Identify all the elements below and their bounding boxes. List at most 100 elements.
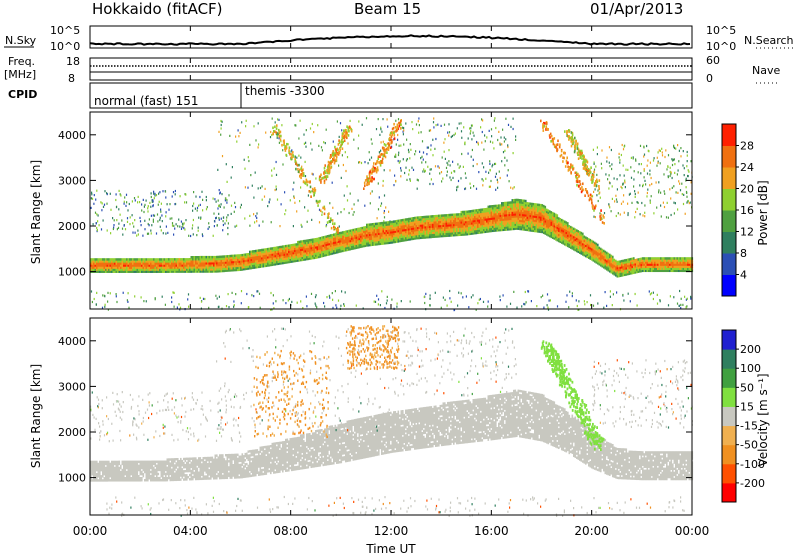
date-title: 01/Apr/2013 (590, 0, 684, 18)
x-tick-label: 12:00 (374, 524, 409, 538)
power-cbar-swatch (722, 210, 736, 232)
x-tick-label: 00:00 (73, 524, 108, 538)
power-panel: 1000 2000 3000 4000 Slant Range [km] (29, 111, 694, 312)
vel-cbar-tick-label: -100 (740, 458, 765, 471)
freq-label-1: Freq. (8, 55, 35, 68)
power-cbar-tick-label: 16 (740, 204, 754, 217)
freq-right-tick-bottom: 0 (706, 72, 713, 85)
power-cbar-swatch (722, 167, 736, 189)
power-y-ticks: 1000 2000 3000 4000 (58, 129, 692, 279)
freq-label-2: [MHz] (4, 68, 36, 81)
freq-panel: Freq. [MHz] 18 8 60 0 Nave (4, 54, 780, 85)
x-tick-label: 16:00 (474, 524, 509, 538)
vel-cbar-swatch (722, 387, 736, 407)
velocity-green-streak (540, 340, 605, 451)
velocity-orange-patch-1 (345, 325, 400, 371)
vel-cbar-tick-label: -50 (740, 439, 758, 452)
power-cbar-swatch (722, 274, 736, 297)
power-cbar-swatch (722, 231, 736, 254)
vel-cbar-tick-label: -15 (740, 420, 758, 433)
nsky-panel: N.Sky 10^5 10^0 10^5 10^0 N.Search (4, 24, 796, 53)
beam-title: Beam 15 (354, 0, 422, 18)
power-yticks-label: 2000 (58, 220, 86, 233)
power-streak-3 (540, 119, 605, 225)
vel-cbar-swatch (722, 368, 736, 388)
power-cbar-tick-label: 20 (740, 183, 754, 196)
power-cbar-swatch (722, 253, 736, 275)
nsky-left-tick-top: 10^5 (50, 24, 80, 37)
vel-cbar-tick-label: -200 (740, 477, 765, 490)
vel-cbar-swatch (722, 463, 736, 484)
power-cbar-tick-label: 4 (740, 269, 747, 282)
cpid-mode-themis: themis -3300 (245, 84, 325, 98)
vel-cbar-tick-label: 15 (740, 400, 754, 413)
power-echo-band-0 (90, 198, 694, 278)
x-tick-label: 00:00 (675, 524, 710, 538)
vel-cbar-tick-label: 50 (740, 381, 754, 394)
velocity-colorbar: -200 -100 -50 -15 15 50 100 200 (721, 329, 765, 503)
x-tick-label: 20:00 (574, 524, 609, 538)
velocity-ylabel: Slant Range [km] (29, 364, 43, 468)
power-streak-4 (564, 129, 601, 191)
power-sparse-region-2 (391, 117, 517, 192)
vel-cbar-swatch (722, 444, 736, 465)
freq-left-tick-bottom: 8 (68, 72, 75, 85)
velocity-data-layer (90, 325, 694, 517)
vel-cbar-swatch (722, 330, 736, 350)
vel-cbar-swatch (722, 406, 736, 427)
nsky-right-label: N.Search (744, 34, 794, 47)
vel-cbar-tick-label: 100 (740, 362, 761, 375)
power-sparse-region-0 (90, 189, 229, 238)
vel-cbar-swatch (722, 482, 736, 503)
power-cbar-swatch (722, 188, 736, 211)
x-tick-label: 08:00 (273, 524, 308, 538)
power-yticks-label: 1000 (58, 266, 86, 279)
nsky-right-tick-bottom: 10^0 (706, 40, 736, 53)
freq-left-tick-top: 18 (66, 55, 80, 68)
vel-yticks-label: 4000 (58, 335, 86, 348)
power-streak-2 (363, 119, 402, 190)
power-sparse-region-3 (591, 143, 693, 219)
power-cbar-tick-label: 28 (740, 140, 754, 153)
power-data-layer (90, 117, 694, 312)
power-ylabel: Slant Range [km] (29, 160, 43, 264)
power-colorbar: 4 8 12 16 20 24 28 (721, 123, 754, 297)
velocity-colorbar-label: Velocity [m s⁻¹] (756, 373, 770, 466)
power-sparse-region-1 (216, 117, 391, 228)
nsky-series (89, 34, 691, 46)
power-cbar-tick-label: 8 (740, 247, 747, 260)
velocity-orange-patch-0 (253, 349, 330, 438)
time-xlabel: Time UT (365, 542, 416, 554)
nsky-left-tick-bottom: 10^0 (50, 40, 80, 53)
power-colorbar-label: Power [dB] (756, 180, 770, 245)
power-streak-1 (318, 125, 353, 185)
x-tick-label: 04:00 (173, 524, 208, 538)
cpid-panel: CPID normal (fast) 151 themis -3300 (8, 82, 693, 109)
power-yticks-label: 4000 (58, 129, 86, 142)
vel-yticks-label: 3000 (58, 380, 86, 393)
vel-yticks-label: 1000 (58, 472, 86, 485)
vel-cbar-swatch (722, 349, 736, 369)
velocity-y-ticks: 1000 2000 3000 4000 (58, 335, 692, 485)
vel-cbar-swatch (722, 425, 736, 446)
cpid-mode-normal: normal (fast) 151 (94, 94, 198, 108)
freq-right-tick-top: 60 (706, 54, 720, 67)
power-streak-0 (272, 124, 344, 243)
nsky-left-label: N.Sky (5, 34, 37, 47)
nave-label: Nave (752, 64, 780, 77)
velocity-sparse-scatter (90, 327, 693, 517)
station-title: Hokkaido (fitACF) (92, 0, 223, 18)
nsky-right-tick-top: 10^5 (706, 24, 736, 37)
cpid-label: CPID (8, 88, 37, 101)
velocity-ground-scatter (90, 389, 694, 482)
vel-yticks-label: 2000 (58, 426, 86, 439)
power-cbar-swatch (722, 124, 736, 146)
power-cbar-tick-label: 24 (740, 161, 754, 174)
power-cbar-swatch (722, 145, 736, 168)
vel-cbar-tick-label: 200 (740, 343, 761, 356)
power-cbar-tick-label: 12 (740, 226, 754, 239)
time-x-ticks: 00:00 04:00 08:00 12:00 16:00 20:00 00:00 (73, 26, 710, 538)
power-yticks-label: 3000 (58, 174, 86, 187)
